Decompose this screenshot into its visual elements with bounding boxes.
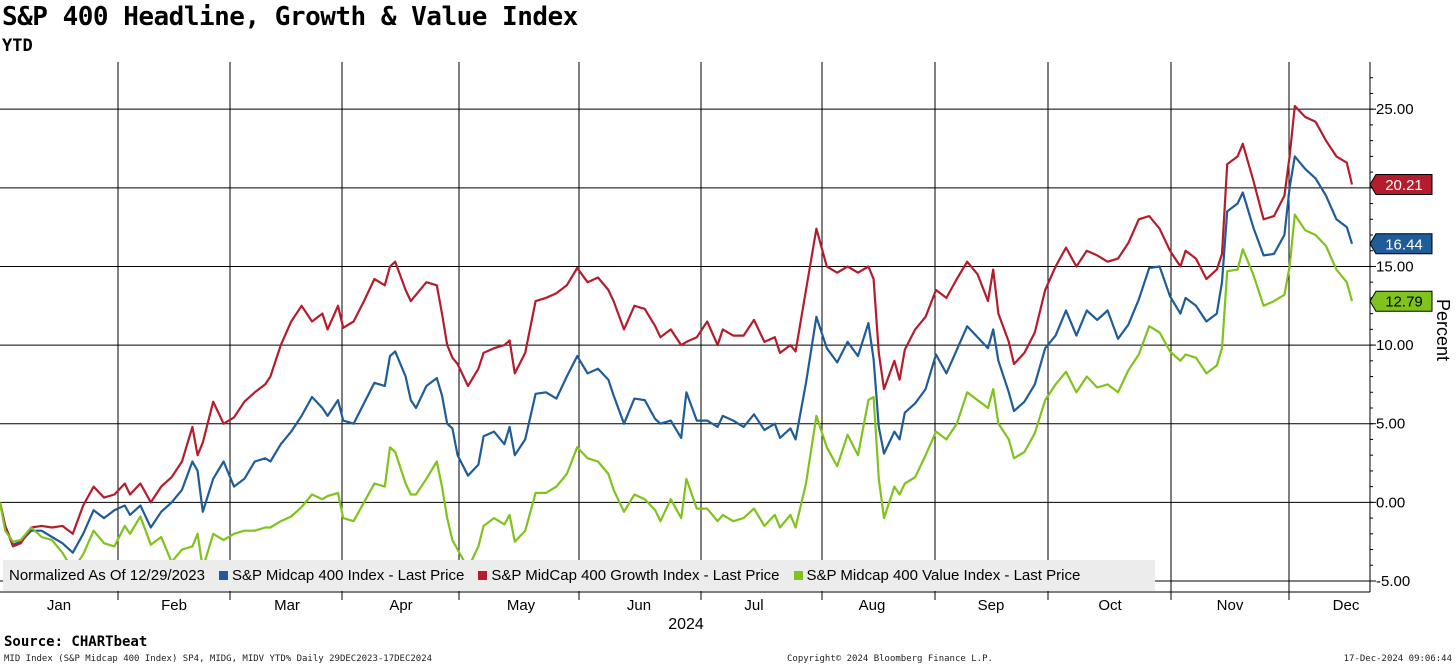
footer-timestamp: 17-Dec-2024 09:06:44 (1343, 654, 1452, 664)
legend-item-headline: S&P Midcap 400 Index - Last Price (218, 567, 465, 584)
x-tick-label: Jul (744, 597, 763, 614)
x-tick-label: Sep (978, 597, 1005, 614)
legend-swatch-value (793, 571, 803, 580)
source-note: Source: CHARTbeat (4, 634, 148, 650)
last-value-tag-0: 16.44 (1369, 233, 1433, 255)
legend-normalized-note: Normalized As Of 12/29/2023 (9, 567, 205, 584)
x-tick-label: Nov (1217, 597, 1244, 614)
x-axis-year-label: 2024 (668, 616, 704, 633)
y-tick-label: 15.00 (1376, 258, 1414, 275)
series-line-0 (0, 155, 1354, 554)
last-value-tag-2: 12.79 (1369, 290, 1433, 312)
last-value-label: 20.21 (1385, 177, 1423, 194)
series-lines (0, 104, 1354, 572)
series-line-1 (0, 104, 1354, 548)
last-value-badge (1369, 174, 1433, 196)
y-tick-label: 0.00 (1376, 494, 1405, 511)
last-value-label: 12.79 (1385, 294, 1423, 311)
legend-item-growth: S&P MidCap 400 Growth Index - Last Price (478, 567, 780, 584)
y-tick-label: -5.00 (1376, 573, 1410, 590)
legend-swatch-growth (478, 571, 488, 580)
series-line-2 (0, 213, 1354, 572)
footer-index-info: MID Index (S&P Midcap 400 Index) SP4, MI… (4, 654, 433, 664)
last-value-label: 16.44 (1385, 236, 1423, 253)
x-tick-label: Apr (389, 597, 412, 614)
x-tick-label: May (507, 597, 536, 614)
chart-title: S&P 400 Headline, Growth & Value Index (2, 2, 578, 32)
x-tick-label: Mar (274, 597, 300, 614)
x-tick-label: Dec (1333, 597, 1360, 614)
footer-copyright: Copyright© 2024 Bloomberg Finance L.P. (787, 654, 993, 664)
legend-swatch-headline (218, 571, 228, 580)
chart-subtitle: YTD (2, 36, 33, 56)
last-value-badge (1369, 290, 1433, 312)
x-tick-label: Jun (627, 597, 651, 614)
legend-item-value: S&P Midcap 400 Value Index - Last Price (793, 567, 1081, 584)
last-value-badge (1369, 233, 1433, 255)
y-tick-label: 5.00 (1376, 416, 1405, 433)
y-axis-title: Percent (1433, 299, 1453, 361)
legend-label-headline: S&P Midcap 400 Index - Last Price (231, 567, 465, 584)
y-tick-label: 25.00 (1376, 101, 1414, 118)
x-tick-label: Oct (1098, 597, 1122, 614)
axes: -5.000.005.0010.0015.0020.0025.00JanFebM… (0, 62, 1453, 633)
x-tick-label: Feb (161, 597, 187, 614)
legend-label-value: S&P Midcap 400 Value Index - Last Price (806, 567, 1081, 584)
y-tick-label: 10.00 (1376, 337, 1414, 354)
x-tick-label: Jan (47, 597, 71, 614)
legend-label-growth: S&P MidCap 400 Growth Index - Last Price (491, 567, 780, 584)
legend: Normalized As Of 12/29/2023 S&P Midcap 4… (3, 560, 1155, 591)
x-tick-label: Aug (859, 597, 886, 614)
grid-lines (0, 62, 1370, 592)
last-value-tag-1: 20.21 (1369, 174, 1433, 196)
